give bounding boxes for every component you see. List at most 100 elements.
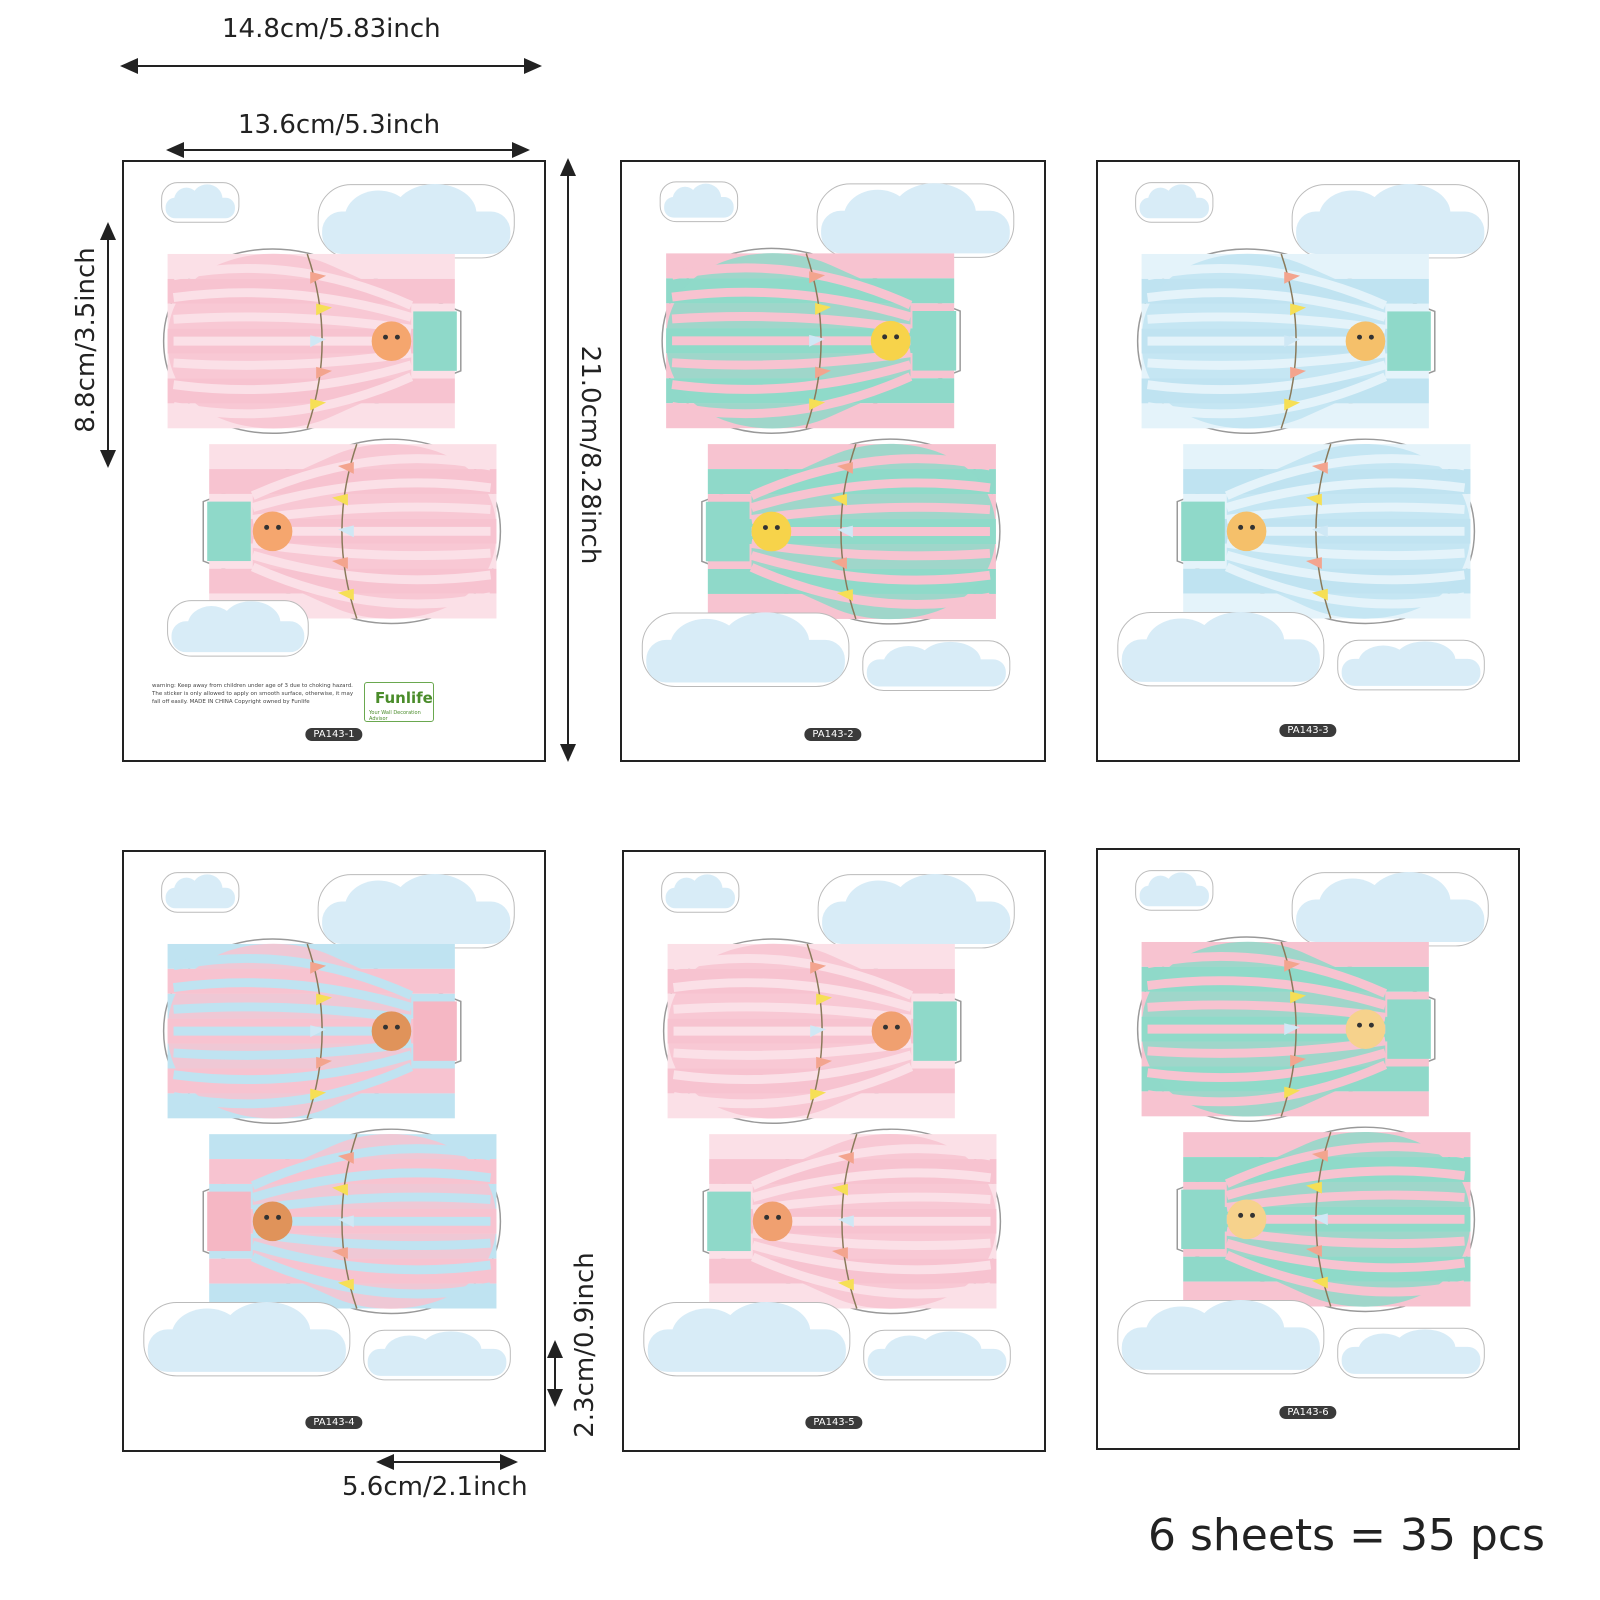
basket (413, 311, 457, 371)
bunting-flag (1306, 1245, 1322, 1257)
balloon-sticker (661, 247, 961, 434)
sticker-sheet-4: PA143-4 (122, 850, 546, 1452)
cloud-height-label: 2.3cm/0.9inch (570, 1252, 600, 1438)
balloon-sticker (202, 438, 502, 625)
cloud-sticker (661, 872, 740, 913)
sheet-code-badge: PA143-1 (305, 728, 363, 741)
bunting-flag (1290, 991, 1307, 1004)
cloud-sticker (1291, 184, 1489, 259)
bunting-flag (316, 303, 333, 316)
bunting-flag (316, 1056, 333, 1069)
bunting-flag (332, 1247, 348, 1259)
giraffe-icon (751, 511, 792, 552)
cloud-sticker (641, 612, 850, 687)
cloud-sticker (862, 640, 1011, 691)
sheet-code-badge: PA143-5 (805, 1416, 863, 1429)
bunting-flag (836, 589, 853, 602)
bunting-flag (836, 525, 853, 538)
basket (913, 1001, 957, 1061)
cloud-sticker (816, 183, 1015, 258)
basket (705, 501, 750, 562)
cloud-sticker (1337, 1327, 1485, 1379)
bunting-flag (836, 461, 853, 474)
bunting-flag (316, 366, 333, 379)
bunting-flag (816, 993, 833, 1006)
bunting-flag (832, 1183, 848, 1196)
sheet-code-badge: PA143-4 (305, 1416, 363, 1429)
balloon-sticker (1136, 248, 1436, 434)
balloon-sticker (1176, 438, 1476, 625)
balloon-sticker (702, 1128, 1002, 1315)
sheet-code-badge: PA143-6 (1279, 1406, 1337, 1419)
basket (707, 1191, 751, 1252)
cloud-sticker (659, 181, 739, 223)
bunting-flag (337, 1278, 354, 1291)
cloud-sticker (1291, 872, 1489, 947)
basket (207, 1191, 251, 1252)
pieces-summary: 6 sheets = 35 pcs (1148, 1510, 1545, 1561)
cloud-sticker (643, 1301, 851, 1377)
bunting-flag (1284, 1086, 1301, 1099)
bunting-flag (810, 1088, 827, 1101)
basket (413, 1001, 457, 1061)
balloon-sticker (202, 1128, 502, 1315)
bunting-flag (809, 334, 826, 347)
cloud-sticker (1117, 1299, 1325, 1375)
bunting-flag (1311, 588, 1328, 601)
tiger-icon (252, 511, 293, 552)
bunting-flag (316, 993, 333, 1006)
bunting-flag (815, 366, 832, 379)
balloon-sticker (162, 248, 462, 434)
balloon-sticker (1136, 936, 1436, 1122)
bunting-flag (837, 1151, 854, 1164)
logo-name: Funlife (375, 689, 433, 707)
bunting-flag (332, 493, 348, 506)
giraffe-icon (870, 320, 911, 361)
bunting-flag (837, 1215, 854, 1228)
bunting-flag (1290, 303, 1307, 316)
basket (1181, 501, 1225, 562)
basket (1181, 1189, 1225, 1250)
lion-icon (1226, 511, 1267, 552)
bunting-flag (310, 961, 327, 974)
logo-tagline: Your Wall Decoration Advisor (369, 710, 421, 722)
basket (207, 501, 251, 562)
sticker-sheet-5: PA143-5 (622, 850, 1046, 1452)
cloud-sticker (167, 600, 309, 657)
sticker-sheet-6: PA143-6 (1096, 848, 1520, 1450)
bunting-flag (831, 557, 847, 570)
fox-icon (752, 1201, 793, 1242)
cloud-sticker (143, 1301, 351, 1377)
sticker-sheet-3: PA143-3 (1096, 160, 1520, 762)
bunting-flag (337, 1215, 354, 1228)
cloud-sticker (161, 182, 240, 223)
sheet-code-badge: PA143-3 (1279, 724, 1337, 737)
bunting-flag (809, 271, 826, 284)
cloud-sticker (817, 874, 1015, 949)
basket (912, 311, 957, 371)
balloon-sticker (701, 438, 1001, 625)
bunny-icon (1226, 1199, 1267, 1240)
bunting-flag (809, 398, 826, 411)
bunting-flag (1311, 1149, 1328, 1162)
cloud-sticker (863, 1329, 1011, 1381)
cloud-sticker (161, 872, 240, 913)
fox-icon (871, 1011, 912, 1051)
bunting-flag (332, 557, 348, 569)
bunting-flag (1306, 1181, 1322, 1194)
bunting-flag (1311, 461, 1328, 474)
bunting-flag (816, 1056, 833, 1069)
inner-width-label: 13.6cm/5.3inch (238, 110, 441, 140)
bunting-flag (337, 1151, 354, 1164)
cloud-sticker (1337, 639, 1485, 691)
bunting-flag (310, 271, 327, 284)
balloon-sticker (162, 938, 462, 1124)
bunting-flag (1311, 525, 1328, 538)
bunting-flag (1284, 271, 1301, 284)
sticker-sheet-2: PA143-2 (620, 160, 1046, 762)
sticker-sheet-1: warning: Keep away from children under a… (122, 160, 546, 762)
sheet-code-badge: PA143-2 (804, 728, 862, 741)
cloud-sticker (317, 184, 515, 259)
bear-icon (252, 1201, 293, 1242)
bunting-flag (837, 1278, 854, 1291)
